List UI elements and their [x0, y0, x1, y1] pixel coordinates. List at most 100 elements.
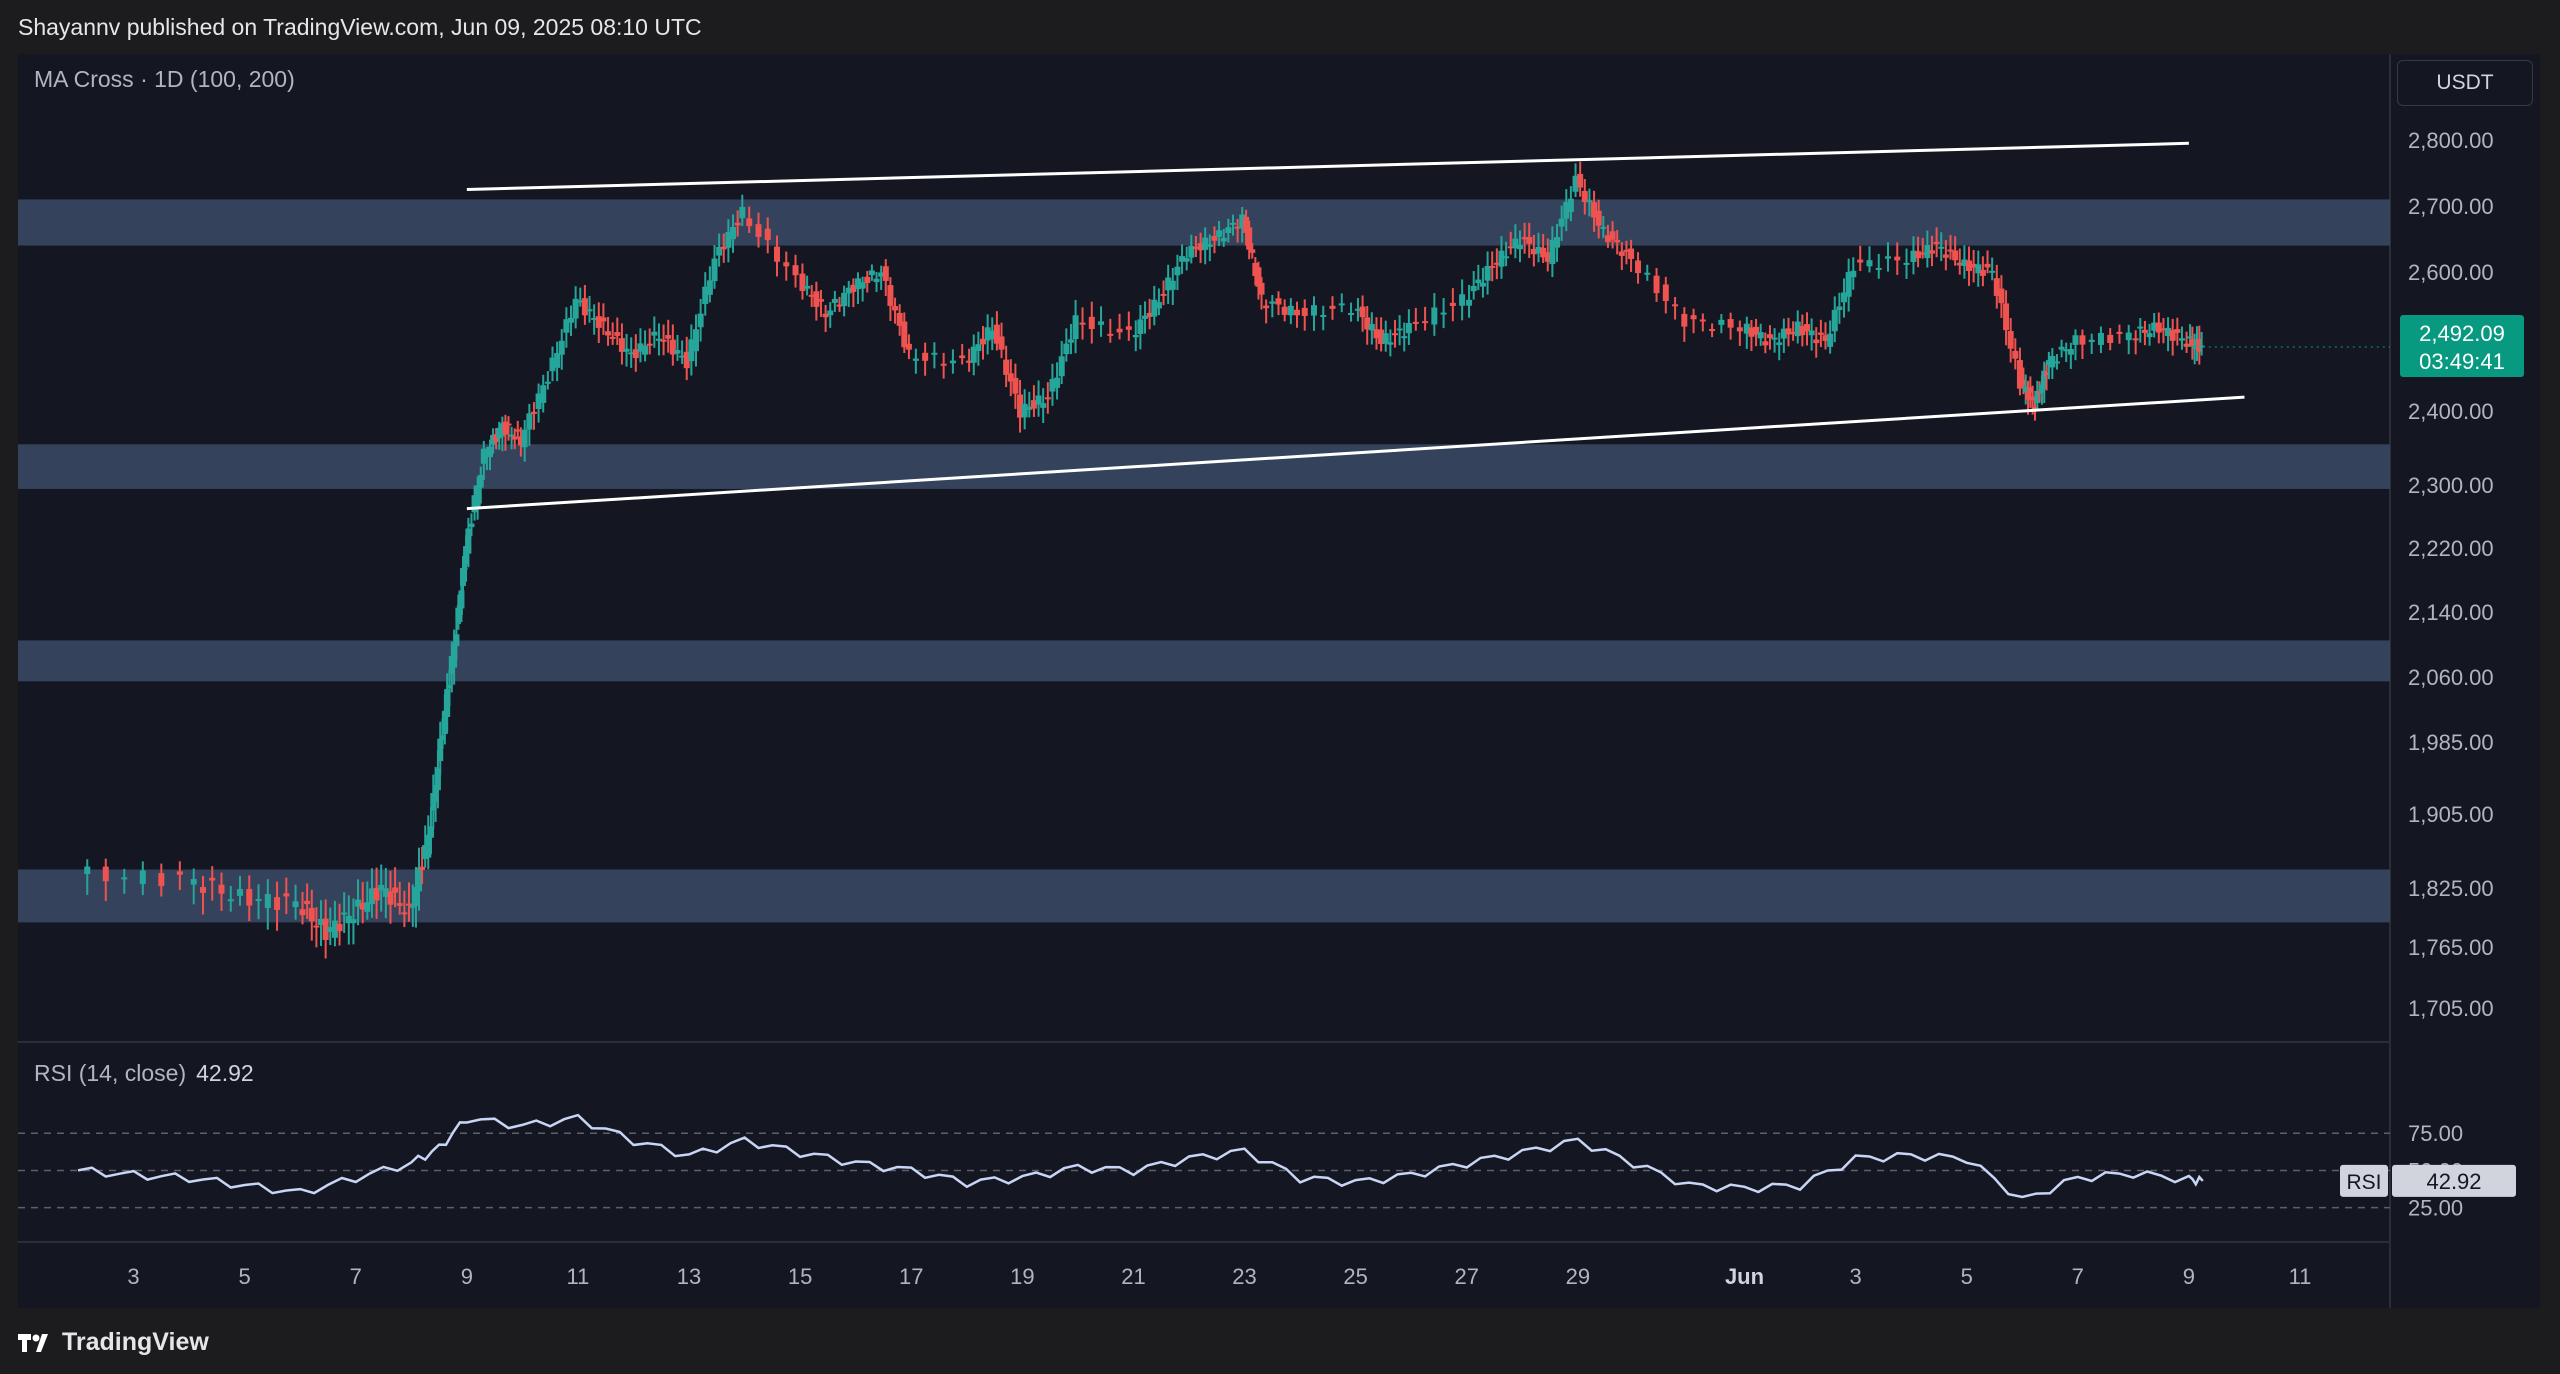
- x-tick-label: 5: [1961, 1264, 1973, 1289]
- candle-body: [2067, 349, 2074, 355]
- candle-body: [378, 884, 385, 891]
- candle-body: [2025, 392, 2032, 400]
- candle-body: [674, 350, 681, 354]
- candle-body: [623, 348, 630, 352]
- candle-body: [1736, 327, 1743, 332]
- candle-body: [1216, 230, 1223, 237]
- price-tick-label: 2,800.00: [2408, 128, 2494, 153]
- candle-body: [345, 915, 352, 924]
- candle-body: [813, 291, 820, 307]
- candle-body: [1975, 264, 1982, 274]
- candle-body: [734, 222, 741, 226]
- candle-body: [456, 604, 463, 615]
- candle-body: [1373, 329, 1380, 339]
- candle-body: [2187, 336, 2194, 339]
- candle-body: [1966, 260, 1973, 272]
- candle-body: [591, 317, 598, 320]
- candle-body: [1165, 277, 1172, 291]
- footer[interactable]: TradingView: [18, 1322, 209, 1362]
- candle-body: [975, 344, 982, 351]
- price-tick-label: 1,985.00: [2408, 730, 2494, 755]
- candle-body: [817, 299, 824, 302]
- candle-body: [595, 316, 602, 328]
- candle-body: [1836, 306, 1843, 311]
- candle-body: [2097, 332, 2104, 345]
- indicator-label[interactable]: MA Cross · 1D (100, 200): [34, 66, 295, 92]
- chart-frame[interactable]: 2,800.00 2,700.00 2,600.00 2,400.00 2,300.00…: [18, 54, 2540, 1308]
- x-tick-label: 9: [2183, 1264, 2195, 1289]
- candle-body: [1595, 210, 1602, 226]
- candle-body: [434, 768, 441, 791]
- candle-body: [336, 923, 343, 932]
- candle-body: [774, 246, 781, 262]
- candle-body: [628, 352, 635, 355]
- candle-body: [463, 546, 470, 566]
- candle-body: [1866, 260, 1873, 267]
- candle-body: [2079, 335, 2086, 345]
- candle-body: [1681, 313, 1688, 327]
- candle-body: [586, 309, 593, 312]
- candle-body: [1387, 342, 1394, 345]
- candle-body: [1709, 329, 1716, 332]
- candle-body: [190, 879, 197, 885]
- candle-body: [1699, 319, 1706, 322]
- candle-body: [739, 206, 746, 219]
- candle-body: [632, 349, 639, 359]
- candle-body: [1970, 263, 1977, 268]
- candle-body: [432, 785, 439, 802]
- candle-body: [1040, 403, 1047, 408]
- candle-body: [461, 567, 468, 570]
- candle-body: [1512, 238, 1519, 249]
- candle-body: [859, 282, 866, 289]
- rsi-value-tag: [2392, 1164, 2516, 1197]
- candle-body: [1762, 341, 1769, 346]
- candle-body: [102, 866, 109, 882]
- candle-body: [2038, 384, 2045, 393]
- candle-body: [1431, 307, 1438, 325]
- candle-body: [1952, 250, 1959, 261]
- candle-body: [1044, 397, 1051, 400]
- candle-body: [642, 345, 649, 355]
- candle-body: [292, 901, 299, 908]
- candle-body: [1252, 262, 1259, 277]
- rsi-name-tag: [2340, 1164, 2388, 1197]
- candle-body: [922, 352, 929, 361]
- candle-body: [940, 363, 947, 366]
- candle-body: [1938, 246, 1945, 249]
- candle-body: [1808, 330, 1815, 336]
- candle-body: [405, 903, 412, 906]
- candle-body: [887, 285, 894, 306]
- candle-body: [665, 335, 672, 339]
- currency-button[interactable]: USDT: [2397, 60, 2533, 106]
- x-tick-label: 15: [788, 1264, 812, 1289]
- candle-body: [1979, 269, 1986, 276]
- candle-body: [1475, 279, 1482, 284]
- candle-body: [2165, 327, 2172, 336]
- candle-body: [480, 448, 487, 464]
- candle-body: [2174, 329, 2181, 333]
- candle-body: [1618, 251, 1625, 256]
- candle-body: [1035, 395, 1042, 405]
- candle-body: [274, 897, 281, 910]
- candle-body: [2041, 370, 2048, 389]
- candle-body: [998, 336, 1005, 350]
- chart-canvas[interactable]: 2,800.00 2,700.00 2,600.00 2,400.00 2,300.00…: [18, 54, 2540, 1308]
- candle-body: [959, 355, 966, 359]
- candle-body: [1021, 403, 1028, 418]
- candle-body: [1526, 236, 1533, 244]
- candle-body: [1026, 406, 1033, 410]
- candle-body: [651, 331, 658, 336]
- candle-body: [702, 286, 709, 305]
- candle-body: [1007, 373, 1014, 382]
- candle-body: [327, 927, 334, 932]
- candle-body: [1910, 250, 1917, 263]
- candle-body: [1364, 317, 1371, 330]
- candle-body: [1572, 175, 1579, 192]
- rsi-legend[interactable]: RSI (14, close) 42.92: [34, 1060, 254, 1087]
- candle-body: [84, 866, 91, 875]
- x-tick-label: 3: [127, 1264, 139, 1289]
- candle-body: [1498, 250, 1505, 267]
- candle-body: [422, 845, 429, 860]
- candle-body: [496, 427, 503, 439]
- candle-body: [660, 339, 667, 342]
